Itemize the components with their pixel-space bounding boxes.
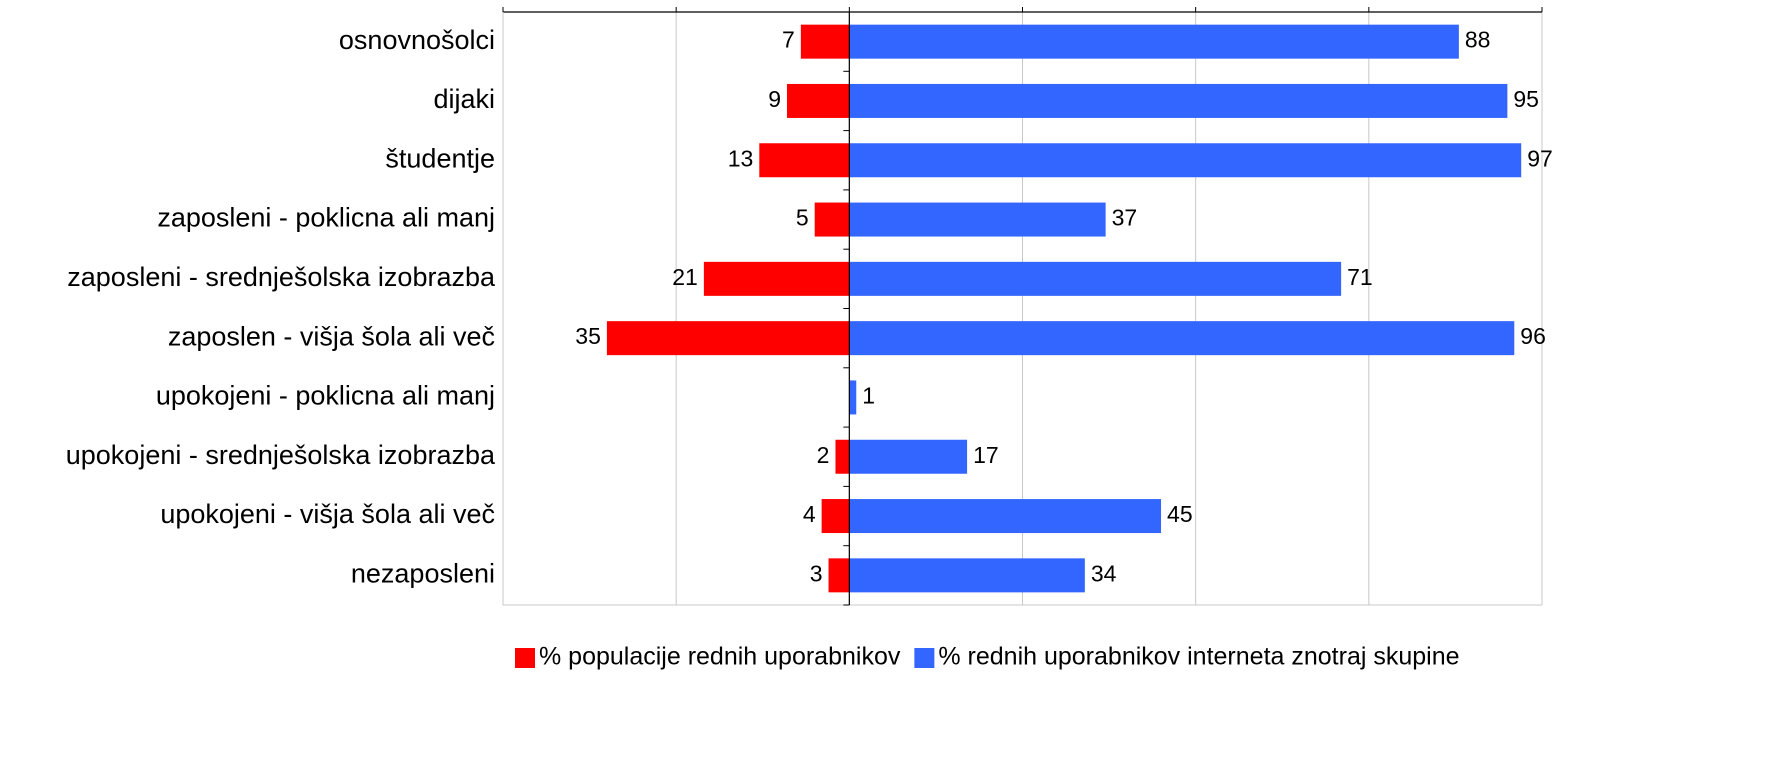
bar bbox=[849, 24, 1459, 59]
bar bbox=[849, 261, 1342, 296]
value-label: 13 bbox=[728, 145, 754, 171]
value-label: 2 bbox=[817, 442, 830, 468]
category-label: nezaposleni bbox=[351, 558, 495, 588]
legend-swatch bbox=[914, 648, 935, 668]
legend-label: % rednih uporabnikov interneta znotraj s… bbox=[938, 643, 1459, 671]
bar bbox=[800, 24, 850, 59]
category-label: zaposleni - poklicna ali manj bbox=[157, 203, 495, 233]
value-label: 21 bbox=[672, 264, 698, 290]
category-label: dijaki bbox=[433, 84, 495, 114]
bar bbox=[703, 261, 850, 296]
bar bbox=[849, 558, 1085, 593]
value-label: 1 bbox=[862, 383, 875, 409]
category-label: zaposleni - srednješolska izobrazba bbox=[67, 262, 496, 292]
category-label: zaposlen - višja šola ali več bbox=[168, 321, 495, 351]
bar bbox=[849, 321, 1515, 356]
bar bbox=[606, 321, 850, 356]
value-label: 5 bbox=[796, 205, 809, 231]
bar bbox=[849, 143, 1522, 178]
bar bbox=[814, 202, 850, 237]
category-label: upokojeni - poklicna ali manj bbox=[156, 381, 495, 411]
value-label: 97 bbox=[1527, 145, 1553, 171]
value-label: 37 bbox=[1112, 205, 1138, 231]
bar bbox=[849, 380, 857, 415]
value-label: 9 bbox=[768, 86, 781, 112]
value-label: 88 bbox=[1465, 27, 1491, 53]
bar bbox=[759, 143, 850, 178]
bar bbox=[828, 558, 850, 593]
value-label: 96 bbox=[1520, 323, 1546, 349]
value-label: 17 bbox=[973, 442, 999, 468]
category-label: študentje bbox=[385, 143, 495, 173]
bar bbox=[835, 439, 850, 474]
bar bbox=[849, 202, 1106, 237]
bar bbox=[849, 83, 1508, 118]
bar bbox=[849, 499, 1162, 534]
bar bbox=[849, 439, 968, 474]
category-label: osnovnošolci bbox=[339, 25, 495, 55]
value-label: 4 bbox=[803, 501, 816, 527]
legend-swatch bbox=[515, 648, 535, 668]
value-label: 34 bbox=[1091, 560, 1117, 586]
value-label: 7 bbox=[782, 27, 795, 53]
value-label: 3 bbox=[810, 560, 823, 586]
category-label: upokojeni - srednješolska izobrazba bbox=[66, 440, 496, 470]
bar bbox=[786, 83, 850, 118]
value-label: 95 bbox=[1513, 86, 1539, 112]
bar bbox=[821, 499, 850, 534]
value-label: 71 bbox=[1347, 264, 1373, 290]
category-label: upokojeni - višja šola ali več bbox=[160, 499, 495, 529]
value-label: 45 bbox=[1167, 501, 1193, 527]
legend-label: % populacije rednih uporabnikov bbox=[539, 643, 901, 671]
value-label: 35 bbox=[575, 323, 601, 349]
